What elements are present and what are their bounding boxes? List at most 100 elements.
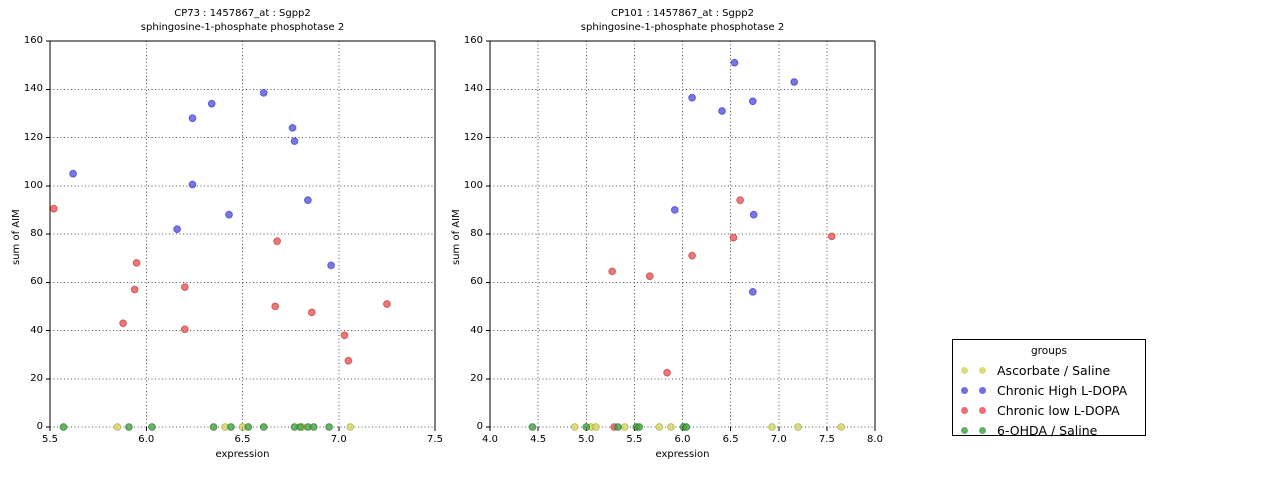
series-chronic-high-l-dopa xyxy=(69,89,336,270)
data-point xyxy=(670,206,679,214)
data-point xyxy=(768,423,776,431)
series-6-ohda-saline xyxy=(528,423,691,431)
data-point xyxy=(748,97,757,106)
y-tick-label: 60 xyxy=(30,276,43,288)
data-point xyxy=(148,423,156,431)
legend-marker-icon xyxy=(961,406,968,414)
data-point xyxy=(225,210,233,219)
data-point xyxy=(180,325,189,334)
series-ascorbate-saline xyxy=(570,423,846,431)
data-point xyxy=(582,423,591,431)
plot2-xlabel: expression xyxy=(655,449,710,460)
data-point xyxy=(635,423,644,431)
data-point xyxy=(69,169,78,178)
data-point xyxy=(209,423,218,431)
x-tick-label: 8.0 xyxy=(867,434,883,445)
data-point xyxy=(667,423,675,431)
legend-title: groups xyxy=(1031,345,1067,357)
data-point xyxy=(528,423,537,431)
x-tick-label: 5.0 xyxy=(578,434,595,445)
data-point xyxy=(729,233,738,242)
data-point xyxy=(273,237,282,246)
y-tick-label: 100 xyxy=(23,179,43,191)
legend-marker-icon xyxy=(979,366,986,374)
legend: groups Ascorbate / Saline Chronic High L-… xyxy=(952,339,1146,438)
plot2-title-line1: CP101 : 1457867_at : Sgpp2 xyxy=(611,8,754,19)
scatter-canvas-cp73 xyxy=(46,40,436,431)
data-point xyxy=(188,180,197,189)
legend-item: Ascorbate / Saline xyxy=(953,360,1145,380)
legend-rows: Ascorbate / Saline Chronic High L-DOPA Chr… xyxy=(953,360,1145,440)
legend-item: Chronic High L-DOPA xyxy=(953,380,1145,400)
data-point xyxy=(592,423,600,431)
data-point xyxy=(244,423,253,431)
data-point xyxy=(132,259,141,267)
data-point xyxy=(271,302,280,311)
y-tick-label: 80 xyxy=(30,228,43,239)
x-tick-label: 6.0 xyxy=(674,434,691,445)
y-tick-label: 40 xyxy=(30,324,43,336)
data-point xyxy=(688,93,697,102)
x-tick-label: 7.0 xyxy=(330,434,347,445)
legend-item: 6-OHDA / Saline xyxy=(953,420,1145,440)
y-tick-label: 140 xyxy=(23,83,43,95)
legend-item-label: Chronic low L-DOPA xyxy=(997,402,1120,418)
data-point xyxy=(736,196,745,205)
data-point xyxy=(748,288,757,296)
data-point xyxy=(259,89,268,97)
legend-marker-icon xyxy=(961,366,968,374)
legend-item-label: Ascorbate / Saline xyxy=(997,362,1111,378)
series-chronic-low-l-dopa xyxy=(49,204,391,365)
legend-item: Chronic low L-DOPA xyxy=(953,400,1145,420)
data-point xyxy=(790,78,799,86)
x-tick-label: 7.5 xyxy=(427,434,443,445)
data-point xyxy=(827,232,836,241)
data-point xyxy=(113,423,122,431)
x-tick-label: 6.0 xyxy=(138,434,155,445)
data-point xyxy=(325,423,334,431)
plot1-title-line2: sphingosine-1-phosphate phosphotase 2 xyxy=(140,22,345,33)
y-tick-label: 120 xyxy=(463,131,483,143)
data-point xyxy=(59,423,68,431)
data-point xyxy=(296,423,305,431)
plot1-title: CP73 : 1457867_at : Sgpp2 sphingosine-1-… xyxy=(50,7,435,35)
plot2-title-line2: sphingosine-1-phosphate phosphotase 2 xyxy=(580,22,785,33)
data-point xyxy=(620,423,629,431)
data-point xyxy=(309,423,318,431)
x-tick-label: 6.5 xyxy=(722,434,739,445)
x-tick-label: 7.5 xyxy=(818,434,835,445)
y-tick-label: 80 xyxy=(470,228,483,239)
data-point xyxy=(180,283,189,292)
data-point xyxy=(259,423,268,431)
data-point xyxy=(645,272,654,281)
legend-item-label: Chronic High L-DOPA xyxy=(997,382,1128,398)
data-point xyxy=(718,107,726,115)
data-point xyxy=(614,423,622,431)
data-point xyxy=(290,137,299,145)
y-tick-label: 60 xyxy=(470,276,483,288)
legend-marker-icon xyxy=(961,426,968,434)
data-point xyxy=(119,319,127,328)
data-point xyxy=(327,261,336,270)
y-tick-label: 100 xyxy=(463,179,483,191)
data-point xyxy=(570,423,579,431)
x-tick-label: 6.5 xyxy=(234,434,251,445)
data-point xyxy=(288,124,297,132)
series-chronic-low-l-dopa xyxy=(608,196,836,431)
data-point xyxy=(608,267,617,276)
data-point xyxy=(227,423,235,431)
data-point xyxy=(49,204,58,213)
data-point xyxy=(794,423,802,431)
y-tick-label: 120 xyxy=(23,131,43,143)
x-tick-label: 5.5 xyxy=(626,434,643,445)
data-point xyxy=(188,114,197,123)
series-6-ohda-saline xyxy=(59,423,334,431)
y-tick-label: 160 xyxy=(23,35,43,46)
y-tick-label: 0 xyxy=(36,421,43,432)
data-point xyxy=(749,210,758,219)
data-point xyxy=(304,196,312,205)
data-point xyxy=(207,99,216,108)
data-point xyxy=(688,251,697,260)
x-tick-label: 5.5 xyxy=(42,434,58,445)
